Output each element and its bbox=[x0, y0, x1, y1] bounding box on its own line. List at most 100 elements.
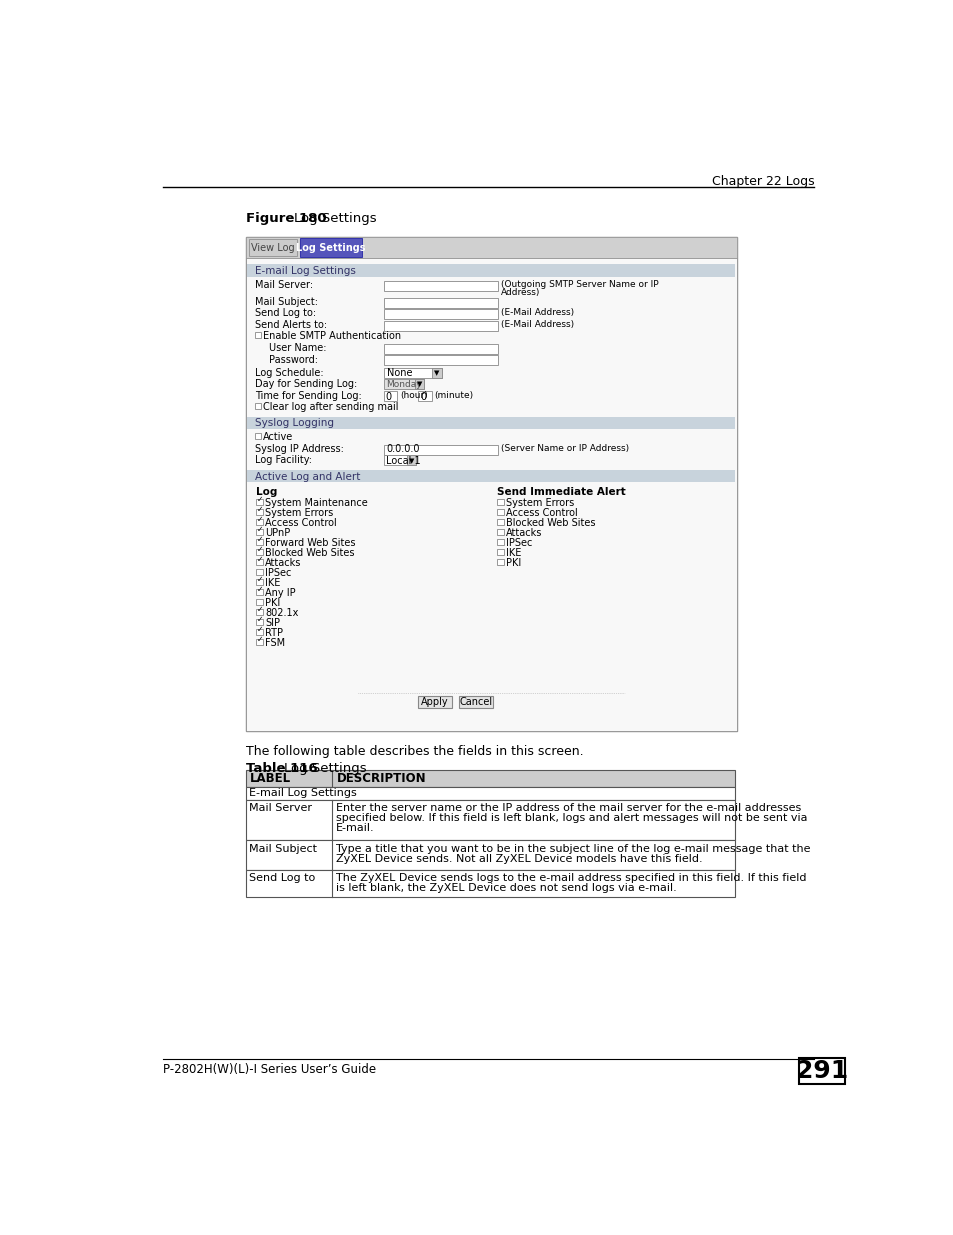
Text: (hour): (hour) bbox=[399, 390, 427, 400]
Text: ▼: ▼ bbox=[434, 370, 438, 375]
Text: Active: Active bbox=[263, 432, 294, 442]
Text: E-mail Log Settings: E-mail Log Settings bbox=[249, 788, 356, 798]
Text: Chapter 22 Logs: Chapter 22 Logs bbox=[711, 175, 814, 188]
Bar bbox=[245, 237, 736, 731]
Text: DESCRIPTION: DESCRIPTION bbox=[336, 772, 426, 785]
Bar bbox=[383, 456, 416, 466]
Text: LABEL: LABEL bbox=[249, 772, 291, 785]
Text: The following table describes the fields in this screen.: The following table describes the fields… bbox=[245, 745, 582, 758]
Bar bbox=[256, 558, 262, 564]
Bar bbox=[256, 519, 262, 525]
Text: Access Control: Access Control bbox=[505, 508, 578, 517]
Text: ▼: ▼ bbox=[409, 458, 414, 463]
Text: ZyXEL Device sends. Not all ZyXEL Device models have this field.: ZyXEL Device sends. Not all ZyXEL Device… bbox=[335, 853, 702, 863]
Bar bbox=[497, 509, 503, 515]
Text: 0: 0 bbox=[419, 391, 426, 401]
Bar bbox=[497, 499, 503, 505]
Text: Apply: Apply bbox=[420, 698, 448, 708]
Bar bbox=[254, 332, 261, 338]
Bar bbox=[245, 769, 734, 787]
Text: View Log: View Log bbox=[251, 242, 294, 252]
Text: ✓: ✓ bbox=[257, 515, 263, 524]
Text: ✓: ✓ bbox=[257, 635, 263, 645]
Text: ✓: ✓ bbox=[257, 605, 263, 614]
Bar bbox=[417, 697, 452, 708]
Text: ✓: ✓ bbox=[257, 625, 263, 634]
Text: Log: Log bbox=[256, 487, 277, 496]
Bar bbox=[245, 237, 736, 258]
Bar bbox=[798, 1057, 844, 1084]
Text: SIP: SIP bbox=[265, 618, 279, 627]
Text: Mail Server:: Mail Server: bbox=[254, 280, 313, 290]
Text: (Server Name or IP Address): (Server Name or IP Address) bbox=[500, 443, 629, 453]
Text: Active Log and Alert: Active Log and Alert bbox=[254, 472, 360, 482]
Text: IPSec: IPSec bbox=[505, 537, 532, 548]
Text: Monday: Monday bbox=[385, 380, 421, 389]
Text: User Name:: User Name: bbox=[269, 343, 326, 353]
Text: System Errors: System Errors bbox=[505, 498, 574, 508]
Bar bbox=[431, 368, 441, 378]
Text: PKI: PKI bbox=[265, 598, 280, 608]
Bar bbox=[247, 417, 735, 430]
Bar bbox=[254, 433, 261, 440]
Bar bbox=[383, 309, 497, 319]
Text: None: None bbox=[386, 368, 412, 378]
Bar bbox=[245, 841, 734, 869]
Text: Send Log to:: Send Log to: bbox=[254, 309, 315, 319]
Bar bbox=[299, 238, 361, 257]
Bar bbox=[383, 390, 397, 401]
Text: Access Control: Access Control bbox=[265, 517, 336, 527]
Text: (Outgoing SMTP Server Name or IP: (Outgoing SMTP Server Name or IP bbox=[500, 280, 659, 289]
Bar bbox=[383, 356, 497, 366]
Text: Type a title that you want to be in the subject line of the log e-mail message t: Type a title that you want to be in the … bbox=[335, 844, 810, 853]
Bar bbox=[256, 579, 262, 585]
Text: Log Schedule:: Log Schedule: bbox=[254, 368, 323, 378]
Text: Enter the server name or the IP address of the mail server for the e-mail addres: Enter the server name or the IP address … bbox=[335, 804, 801, 814]
Text: is left blank, the ZyXEL Device does not send logs via e-mail.: is left blank, the ZyXEL Device does not… bbox=[335, 883, 677, 893]
Text: Syslog IP Address:: Syslog IP Address: bbox=[254, 443, 343, 454]
Text: FSM: FSM bbox=[265, 638, 285, 648]
Bar bbox=[497, 519, 503, 525]
Text: Address): Address) bbox=[500, 288, 540, 296]
Bar bbox=[256, 548, 262, 555]
Text: Send Alerts to:: Send Alerts to: bbox=[254, 320, 327, 330]
Text: IKE: IKE bbox=[265, 578, 280, 588]
Text: 0.0.0.0: 0.0.0.0 bbox=[386, 443, 419, 454]
Text: System Maintenance: System Maintenance bbox=[265, 498, 367, 508]
Bar bbox=[256, 568, 262, 574]
Text: Password:: Password: bbox=[269, 354, 317, 364]
Text: Blocked Web Sites: Blocked Web Sites bbox=[505, 517, 595, 527]
Text: ✓: ✓ bbox=[257, 535, 263, 543]
Bar bbox=[256, 638, 262, 645]
Text: (E-Mail Address): (E-Mail Address) bbox=[500, 309, 574, 317]
Bar bbox=[256, 538, 262, 545]
Bar bbox=[245, 258, 736, 731]
Text: IKE: IKE bbox=[505, 548, 520, 558]
Text: 802.1x: 802.1x bbox=[265, 608, 298, 618]
Text: The ZyXEL Device sends logs to the e-mail address specified in this field. If th: The ZyXEL Device sends logs to the e-mai… bbox=[335, 873, 806, 883]
Text: Day for Sending Log:: Day for Sending Log: bbox=[254, 379, 356, 389]
Text: Attacks: Attacks bbox=[505, 527, 542, 537]
Bar bbox=[256, 529, 262, 535]
Text: ✓: ✓ bbox=[257, 576, 263, 584]
Text: Cancel: Cancel bbox=[458, 698, 492, 708]
Text: Table 116: Table 116 bbox=[245, 762, 316, 774]
Text: E-mail Log Settings: E-mail Log Settings bbox=[254, 266, 355, 275]
Bar bbox=[245, 800, 734, 841]
Text: ✓: ✓ bbox=[257, 505, 263, 514]
Text: (E-Mail Address): (E-Mail Address) bbox=[500, 320, 574, 329]
Text: P-2802H(W)(L)-I Series User’s Guide: P-2802H(W)(L)-I Series User’s Guide bbox=[163, 1063, 376, 1076]
Bar bbox=[383, 368, 441, 378]
Text: Local 1: Local 1 bbox=[385, 456, 420, 466]
Text: 291: 291 bbox=[795, 1058, 847, 1083]
Text: specified below. If this field is left blank, logs and alert messages will not b: specified below. If this field is left b… bbox=[335, 814, 807, 824]
Bar bbox=[247, 471, 735, 483]
Bar bbox=[245, 787, 734, 800]
Bar bbox=[458, 697, 493, 708]
Text: Send Immediate Alert: Send Immediate Alert bbox=[497, 487, 625, 496]
Text: Any IP: Any IP bbox=[265, 588, 295, 598]
Bar bbox=[256, 509, 262, 515]
Text: Figure 180: Figure 180 bbox=[245, 212, 326, 225]
Bar bbox=[383, 280, 497, 290]
Text: ✓: ✓ bbox=[257, 525, 263, 534]
